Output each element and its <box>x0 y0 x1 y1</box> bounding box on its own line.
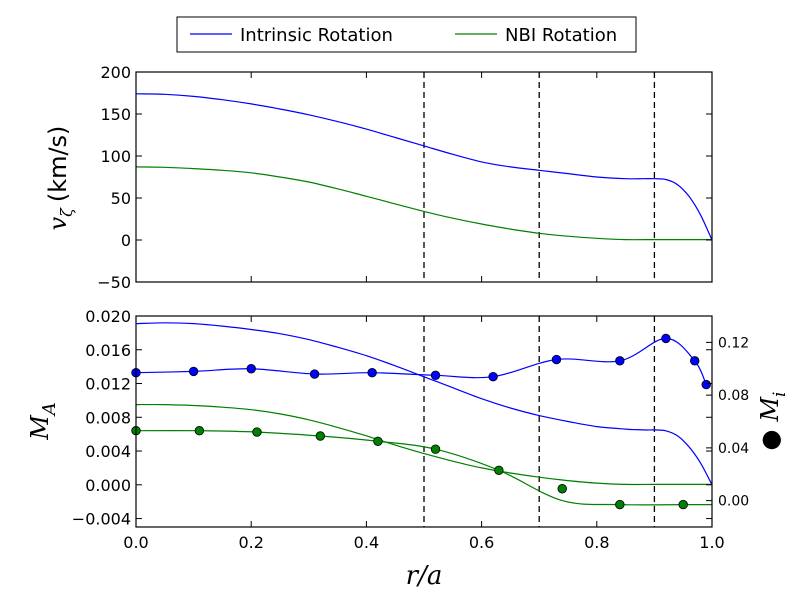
data-point-3-9 <box>678 499 688 510</box>
velocity-panel: vζ(km/s) −50 0 50 100 150 200 <box>44 63 713 292</box>
legend-frame <box>176 16 637 53</box>
legend-label-nbi: NBI Rotation <box>505 25 617 46</box>
y-tick-label: 0.008 <box>85 408 131 427</box>
y2-tick-label: 0.04 <box>718 441 749 457</box>
y-tick-label: 0 <box>121 231 131 250</box>
mach-y-axis-label: MA <box>26 402 60 441</box>
data-point-3-1 <box>194 426 205 436</box>
plot-frame <box>135 71 713 283</box>
data-point-2-9 <box>661 333 671 344</box>
data-point-3-5 <box>430 444 441 454</box>
y2-tick-label: 0.00 <box>718 494 749 510</box>
series-line-1 <box>135 166 712 241</box>
x-axis-label: r/a <box>406 561 443 591</box>
data-point-3-4 <box>373 436 383 446</box>
data-point-2-3 <box>309 369 320 379</box>
y2-tick-label: 0.08 <box>718 388 749 404</box>
plot-frame <box>135 315 713 528</box>
data-point-3-8 <box>615 499 625 510</box>
data-point-3-7 <box>557 484 567 494</box>
series-line-0 <box>135 93 713 241</box>
y-tick-label: 0.000 <box>85 476 131 495</box>
data-point-2-2 <box>246 364 256 374</box>
data-point-3-2 <box>252 427 262 437</box>
data-point-2-6 <box>488 371 498 382</box>
y-tick-label: 0.020 <box>85 307 131 326</box>
y-tick-label: −50 <box>97 273 131 292</box>
y2-tick-label: 0.12 <box>718 335 749 351</box>
mach-y2-axis-label: ●Mi <box>756 392 790 451</box>
y-tick-label: 200 <box>100 63 131 82</box>
y-tick-label: −0.004 <box>72 510 131 529</box>
y-tick-label: 100 <box>100 147 131 166</box>
mach-panel: MA ●Mi r/a −0.004 0.000 0.004 0.008 0.012 0.0… <box>26 307 790 591</box>
y-tick-label: 50 <box>111 189 131 208</box>
data-point-3-3 <box>315 431 326 441</box>
series-line-0 <box>135 322 713 486</box>
data-point-2-4 <box>367 368 377 378</box>
legend-label-intrinsic: Intrinsic Rotation <box>240 25 393 46</box>
y-tick-label: 0.016 <box>85 341 131 360</box>
data-point-2-7 <box>551 354 562 365</box>
x-tick-label: 0.0 <box>123 533 148 552</box>
velocity-y-axis-label: vζ(km/s) <box>44 126 76 231</box>
x-tick-label: 0.6 <box>469 533 494 552</box>
data-point-3-6 <box>494 465 504 475</box>
x-tick-label: 0.8 <box>584 533 609 552</box>
data-point-2-8 <box>615 356 625 366</box>
legend: Intrinsic Rotation NBI Rotation <box>176 16 637 53</box>
x-tick-label: 1.0 <box>699 533 724 552</box>
x-tick-label: 0.4 <box>354 533 379 552</box>
data-point-2-1 <box>188 366 199 377</box>
y-tick-label: 150 <box>100 105 131 124</box>
x-tick-label: 0.2 <box>238 533 263 552</box>
data-point-2-10 <box>690 356 700 366</box>
series-line-1 <box>135 403 713 486</box>
y-tick-label: 0.004 <box>85 442 131 461</box>
data-point-2-5 <box>430 370 441 381</box>
data-point-2-11 <box>701 379 711 390</box>
y-tick-label: 0.012 <box>85 375 131 394</box>
